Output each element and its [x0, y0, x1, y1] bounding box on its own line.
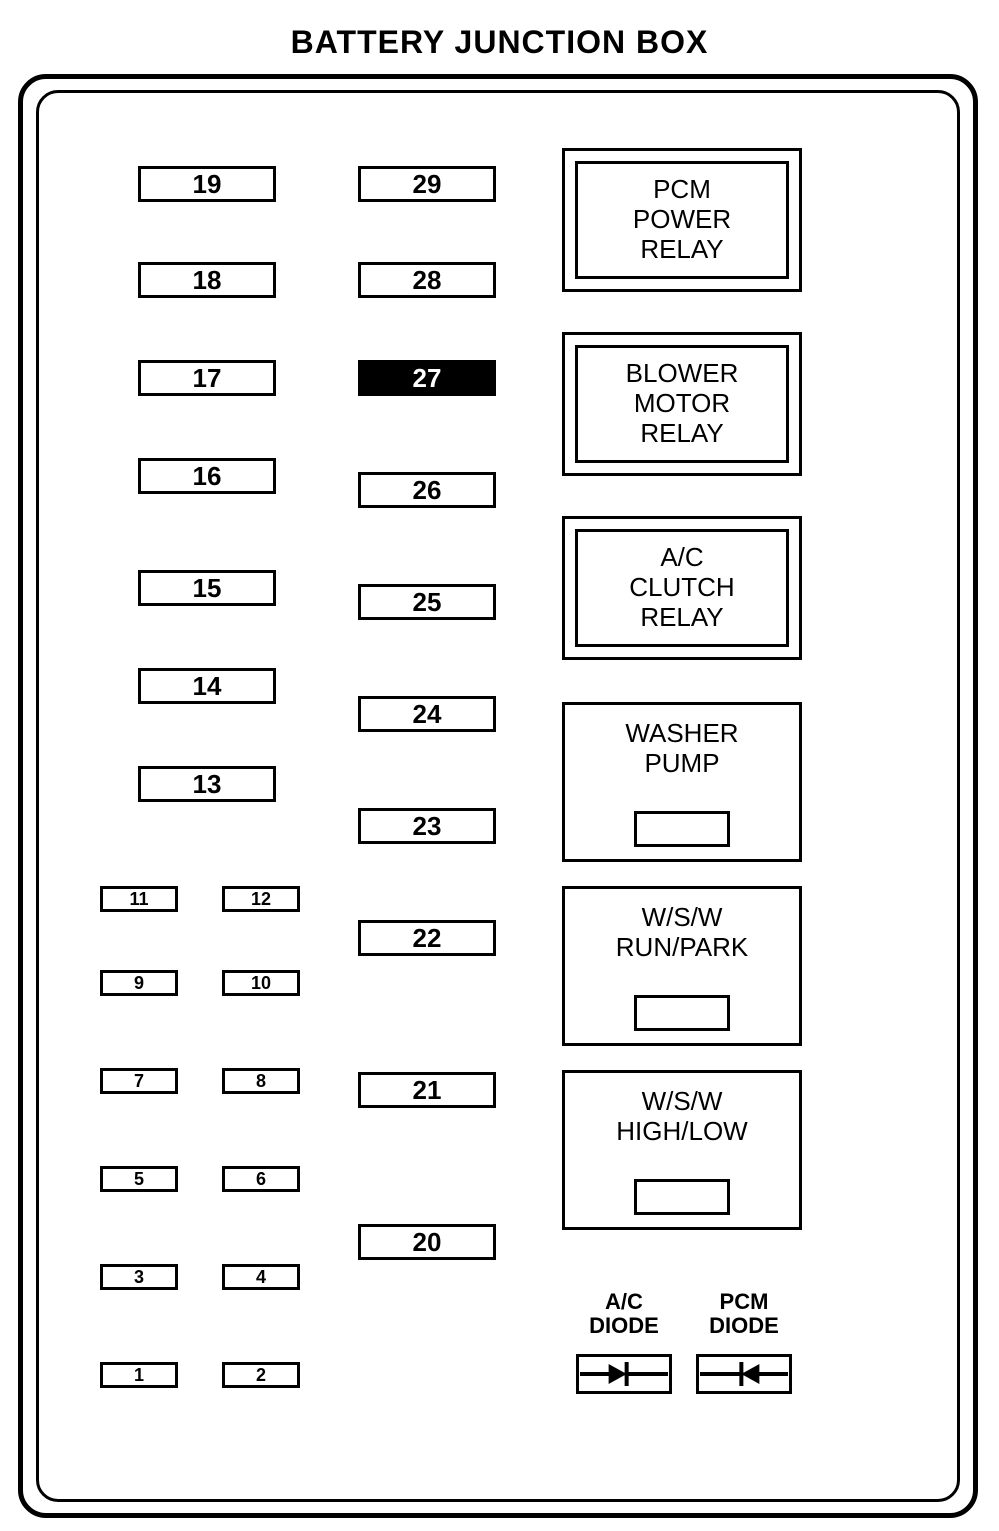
- module-label: W/S/W RUN/PARK: [565, 903, 799, 963]
- fuse-21: 21: [358, 1072, 496, 1108]
- module-label: WASHER PUMP: [565, 719, 799, 779]
- module-w-s-w-run-park: W/S/W RUN/PARK: [562, 886, 802, 1046]
- module-slot: [634, 995, 730, 1031]
- fuse-3: 3: [100, 1264, 178, 1290]
- fuse-29: 29: [358, 166, 496, 202]
- diode-symbol-icon: [576, 1354, 672, 1394]
- fuse-6: 6: [222, 1166, 300, 1192]
- fuse-10: 10: [222, 970, 300, 996]
- fuse-11: 11: [100, 886, 178, 912]
- module-slot: [634, 811, 730, 847]
- relay-label: A/C CLUTCH RELAY: [575, 529, 789, 647]
- relay-label: BLOWER MOTOR RELAY: [575, 345, 789, 463]
- module-w-s-w-high-low: W/S/W HIGH/LOW: [562, 1070, 802, 1230]
- fuse-5: 5: [100, 1166, 178, 1192]
- fuse-28: 28: [358, 262, 496, 298]
- diagram-title: BATTERY JUNCTION BOX: [0, 24, 999, 61]
- diode-label-pcm: PCM DIODE: [696, 1290, 792, 1338]
- page: BATTERY JUNCTION BOX 1918171615141329282…: [0, 0, 999, 1531]
- relay-blower: BLOWER MOTOR RELAY: [562, 332, 802, 476]
- fuse-25: 25: [358, 584, 496, 620]
- fuse-16: 16: [138, 458, 276, 494]
- relay-a/c: A/C CLUTCH RELAY: [562, 516, 802, 660]
- fuse-7: 7: [100, 1068, 178, 1094]
- fuse-13: 13: [138, 766, 276, 802]
- fuse-4: 4: [222, 1264, 300, 1290]
- fuse-19: 19: [138, 166, 276, 202]
- fuse-9: 9: [100, 970, 178, 996]
- fuse-8: 8: [222, 1068, 300, 1094]
- module-label: W/S/W HIGH/LOW: [565, 1087, 799, 1147]
- fuse-18: 18: [138, 262, 276, 298]
- fuse-23: 23: [358, 808, 496, 844]
- fuse-12: 12: [222, 886, 300, 912]
- fuse-17: 17: [138, 360, 276, 396]
- fuse-15: 15: [138, 570, 276, 606]
- module-washer-pump: WASHER PUMP: [562, 702, 802, 862]
- diode-label-ac: A/C DIODE: [576, 1290, 672, 1338]
- fuse-26: 26: [358, 472, 496, 508]
- fuse-24: 24: [358, 696, 496, 732]
- fuse-1: 1: [100, 1362, 178, 1388]
- fuse-2: 2: [222, 1362, 300, 1388]
- diode-symbol-icon: [696, 1354, 792, 1394]
- fuse-14: 14: [138, 668, 276, 704]
- fuse-27: 27: [358, 360, 496, 396]
- fuse-20: 20: [358, 1224, 496, 1260]
- module-slot: [634, 1179, 730, 1215]
- fuse-22: 22: [358, 920, 496, 956]
- relay-pcm: PCM POWER RELAY: [562, 148, 802, 292]
- relay-label: PCM POWER RELAY: [575, 161, 789, 279]
